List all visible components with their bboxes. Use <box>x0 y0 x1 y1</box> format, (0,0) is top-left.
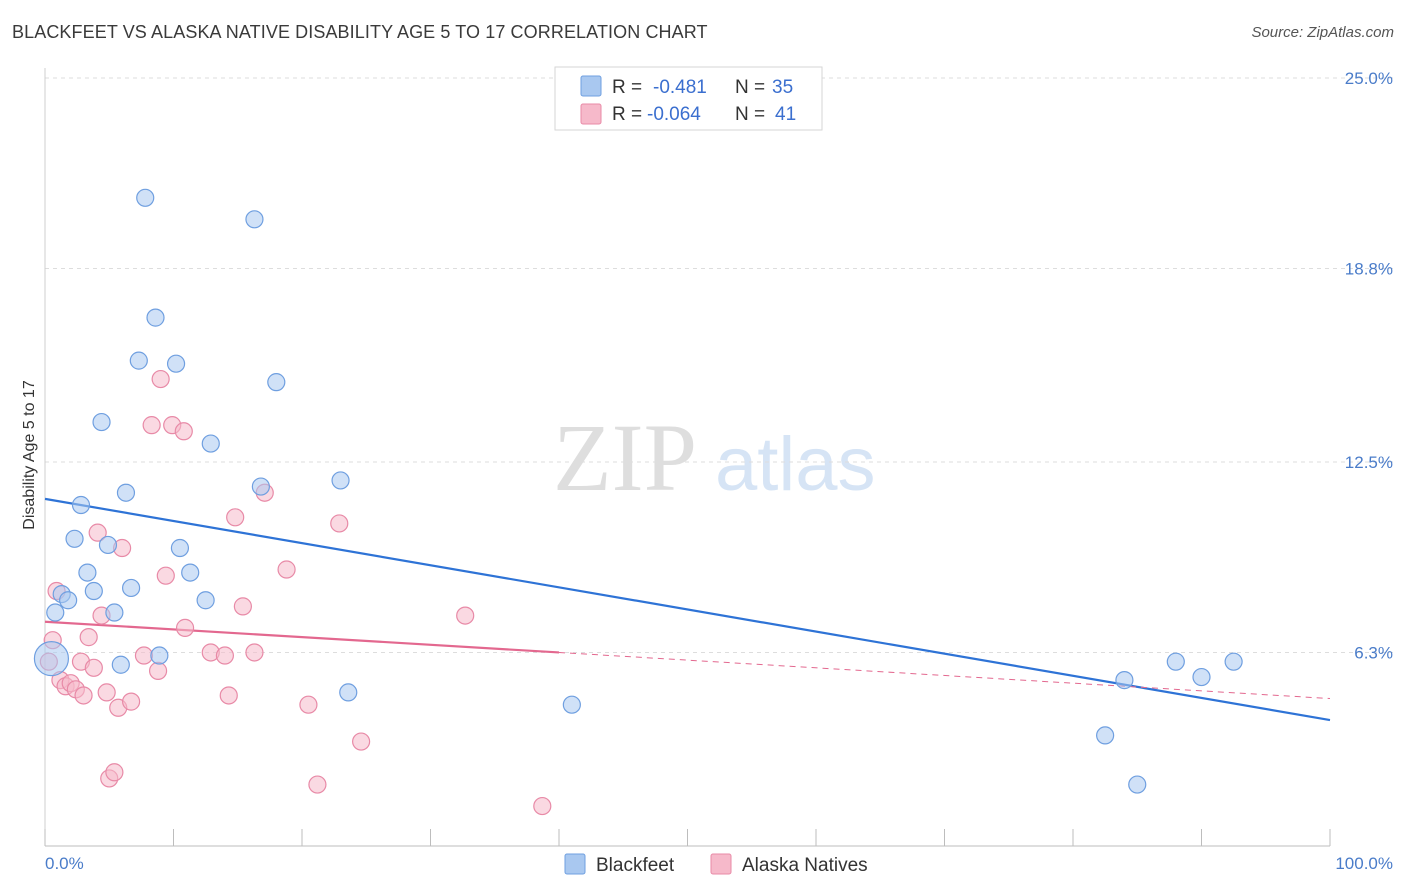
alaska-natives-point-32 <box>245 643 264 662</box>
alaska-natives-point-11 <box>88 523 107 542</box>
alaska-natives-point-23 <box>156 566 175 585</box>
blackfeet-point-29 <box>1096 726 1115 745</box>
legend-n-label-1: N = <box>735 77 765 98</box>
blackfeet-point-27 <box>339 683 358 702</box>
trend-lines <box>44 497 1331 722</box>
blackfeet-point-1 <box>46 603 65 622</box>
legend-n-value-2: 41 <box>775 104 796 125</box>
y-tick-label-1: 12.5% <box>1345 453 1393 472</box>
legend-r-label-1: R = <box>612 77 642 98</box>
blackfeet-point-3 <box>59 591 78 610</box>
alaska-natives-point-40 <box>533 796 552 816</box>
blackfeet-point-6 <box>78 563 97 582</box>
blackfeet-point-12 <box>116 483 136 502</box>
y-tick-label-2: 18.8% <box>1345 259 1393 278</box>
alaska-natives-point-8 <box>74 686 93 705</box>
alaska-natives-point-15 <box>105 763 124 782</box>
blackfeet-point-0 <box>33 641 70 677</box>
y-tick-label-0: 6.3% <box>1354 643 1393 662</box>
gridlines <box>45 77 1395 653</box>
blackfeet-point-25 <box>267 373 286 392</box>
alaska-natives-point-30 <box>226 508 245 527</box>
alaska-natives-point-10 <box>84 658 103 677</box>
legend-n-label-2: N = <box>735 104 765 125</box>
legend-n-value-1: 35 <box>772 77 793 98</box>
blackfeet-point-9 <box>98 535 118 555</box>
alaska-natives-point-29 <box>219 686 238 705</box>
stats-legend: R = -0.481 N = 35 R = -0.064 N = 41 <box>554 66 823 131</box>
legend-r-value-1: -0.481 <box>653 77 707 98</box>
legend-swatch-alaska-natives <box>580 103 602 125</box>
alaska-natives-point-22 <box>151 369 170 389</box>
alaska-natives-points <box>39 369 552 816</box>
blackfeet-point-24 <box>251 477 270 496</box>
blackfeet-point-28 <box>562 695 581 714</box>
blackfeet-point-19 <box>170 538 190 558</box>
x-tick-label-1: 100.0% <box>1335 854 1393 873</box>
watermark-atlas: atlas <box>715 422 876 507</box>
bottom-legend-alaska-natives: Alaska Natives <box>742 855 868 876</box>
blackfeet-point-26 <box>331 471 350 490</box>
bottom-legend-swatch-blackfeet <box>564 853 586 875</box>
blackfeet-point-17 <box>150 646 169 665</box>
alaska-natives-point-26 <box>175 618 195 637</box>
blackfeet-points <box>33 188 1243 794</box>
blackfeet-point-13 <box>121 578 141 598</box>
alaska-natives-point-38 <box>352 732 371 751</box>
blackfeet-point-14 <box>129 351 148 370</box>
blackfeet-point-20 <box>181 563 200 582</box>
axes <box>44 68 1331 847</box>
legend-r-value-2: -0.064 <box>647 104 701 125</box>
legend-r-label-2: R = <box>612 104 642 125</box>
source-label: Source: ZipAtlas.com <box>1251 24 1394 41</box>
blackfeet-point-8 <box>92 412 111 432</box>
blackfeet-point-34 <box>1224 652 1243 671</box>
watermark-zip: ZIP <box>553 404 697 511</box>
alaska-natives-point-20 <box>142 416 161 435</box>
blackfeet-trend-line <box>44 497 1331 722</box>
x-tick-label-0: 0.0% <box>45 854 84 873</box>
alaska-natives-trend-line <box>44 620 560 654</box>
alaska-natives-point-28 <box>215 646 234 665</box>
alaska-natives-point-35 <box>299 695 318 714</box>
blackfeet-point-10 <box>105 603 124 622</box>
alaska-natives-point-19 <box>134 646 154 665</box>
blackfeet-point-31 <box>1128 775 1147 794</box>
chart-title: BLACKFEET VS ALASKA NATIVE DISABILITY AG… <box>12 22 708 42</box>
blackfeet-point-7 <box>84 581 103 601</box>
blackfeet-point-32 <box>1166 652 1185 671</box>
alaska-natives-point-36 <box>308 775 327 794</box>
alaska-natives-point-18 <box>121 692 141 711</box>
legend-swatch-blackfeet <box>580 75 602 97</box>
blackfeet-point-18 <box>166 354 186 373</box>
alaska-natives-point-34 <box>277 560 296 579</box>
alaska-natives-point-25 <box>174 422 193 441</box>
blackfeet-point-21 <box>196 591 215 610</box>
alaska-natives-point-31 <box>233 597 252 616</box>
alaska-natives-point-21 <box>148 661 168 680</box>
blackfeet-point-22 <box>201 434 220 453</box>
blackfeet-point-23 <box>245 210 264 229</box>
tick-labels: 6.3% 12.5% 18.8% 25.0% 0.0% 100.0% <box>45 69 1393 873</box>
alaska-natives-point-13 <box>97 683 116 702</box>
bottom-legend-blackfeet: Blackfeet <box>596 855 675 876</box>
blackfeet-point-16 <box>146 308 165 327</box>
blackfeet-point-30 <box>1115 671 1134 690</box>
blackfeet-point-11 <box>111 655 130 674</box>
blackfeet-point-5 <box>71 495 91 515</box>
blackfeet-point-15 <box>136 188 155 207</box>
alaska-natives-point-9 <box>79 628 98 647</box>
series-legend: Blackfeet Alaska Natives <box>564 853 868 876</box>
y-axis-label: Disability Age 5 to 17 <box>21 380 38 530</box>
alaska-natives-point-37 <box>330 514 349 533</box>
y-tick-label-3: 25.0% <box>1345 69 1393 88</box>
alaska-natives-point-39 <box>456 606 475 625</box>
blackfeet-point-4 <box>65 529 84 548</box>
alaska-natives-trend-extension <box>558 651 1331 700</box>
bottom-legend-swatch-alaska-natives <box>710 853 732 875</box>
blackfeet-point-33 <box>1192 667 1211 687</box>
